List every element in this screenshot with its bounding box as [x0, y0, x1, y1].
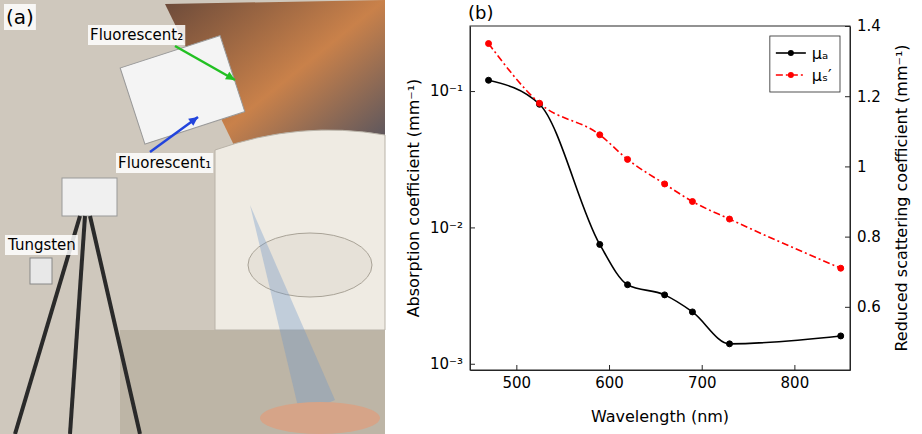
legend-box: [770, 36, 840, 92]
x-axis-title: Wavelength (nm): [591, 407, 729, 426]
series-marker: [662, 181, 668, 187]
tick: 700: [688, 365, 717, 392]
label-background: [5, 235, 78, 255]
y-axis: 10⁻³ 10⁻² 10⁻¹: [430, 27, 475, 374]
series-marker: [727, 341, 733, 347]
tick-label: 1.2: [857, 88, 881, 106]
tick-label: 10⁻³: [430, 355, 463, 373]
series-marker: [625, 282, 631, 288]
series-marker: [486, 77, 492, 83]
series-marker: [625, 156, 631, 162]
legend: μₐ μₛ′: [770, 36, 840, 92]
tick-label: 1.4: [857, 17, 881, 35]
tick: 1.2: [845, 88, 881, 106]
tick-label: 600: [595, 374, 624, 392]
tick-mark: [470, 364, 475, 365]
series-marker: [537, 100, 543, 106]
y2-axis-title: Reduced scattering coefficient (mm⁻¹): [892, 44, 911, 351]
tick: 500: [503, 365, 532, 392]
photo-label-group: Fluorescent₁: [116, 153, 213, 173]
label-background: [4, 4, 36, 30]
tick-label: 10⁻²: [430, 219, 463, 237]
camera-view-beam: [250, 205, 335, 415]
chart-panel: 500 600 700 800 10⁻³ 10⁻² 10⁻¹ 0.6 0.8 1 1.2 1.4 Wav…: [404, 2, 911, 426]
photo-label: Tungsten: [7, 236, 76, 254]
arrow-shaft: [150, 117, 198, 152]
series-marker: [727, 216, 733, 222]
series-marker: [838, 333, 844, 339]
legend-item: μₛ′: [776, 66, 832, 85]
legend-item: μₐ: [776, 44, 828, 63]
tick-mark: [845, 96, 850, 97]
series-marker: [597, 241, 603, 247]
tick-mark: [470, 91, 475, 92]
axis-line: [471, 370, 851, 371]
label-background: [88, 25, 185, 45]
label-background: [116, 153, 213, 173]
tungsten-lamp: [30, 258, 52, 284]
tick-label: 800: [781, 374, 810, 392]
tick: 0.8: [845, 228, 881, 246]
tick: 800: [781, 365, 810, 392]
phantom: [260, 402, 380, 434]
camera-lower: [62, 178, 117, 216]
series-marker: [689, 309, 695, 315]
legend-marker: [788, 50, 794, 56]
axis-line: [470, 27, 471, 371]
floor: [120, 330, 385, 434]
axis-line: [850, 27, 851, 371]
tick-label: 10⁻¹: [430, 82, 463, 100]
tick: 10⁻¹: [430, 82, 475, 100]
tick-mark: [609, 365, 610, 370]
figure: Fluorescent₂ Fluorescent₁ Tungsten (a) 500 60…: [0, 0, 922, 434]
legend-label: μₐ: [812, 44, 828, 63]
series-marker: [689, 199, 695, 205]
series-marker: [486, 41, 492, 47]
photo-label-group: Fluorescent₂: [88, 25, 185, 45]
series-line: [489, 80, 841, 344]
linac-gantry: [215, 130, 385, 330]
tick-mark: [845, 307, 850, 308]
tick: 1.4: [845, 17, 881, 35]
photo-label: Fluorescent₁: [118, 154, 211, 172]
series-marker: [597, 132, 603, 138]
tick-mark: [470, 227, 475, 228]
tick: 10⁻²: [430, 219, 475, 237]
photo-panel: Fluorescent₂ Fluorescent₁ Tungsten (a): [0, 0, 385, 434]
tick-label: 1: [857, 158, 867, 176]
photo-label: Fluorescent₂: [90, 26, 183, 44]
legend-marker: [788, 72, 794, 78]
arrow-head: [225, 72, 235, 80]
tick: 1: [845, 158, 867, 176]
tick-mark: [845, 166, 850, 167]
photo-background: [0, 0, 385, 434]
plot-frame: [470, 26, 850, 370]
tick: 0.6: [845, 298, 881, 316]
tick-label: 0.8: [857, 228, 881, 246]
tick-mark: [794, 365, 795, 370]
panel-label: (b): [468, 2, 493, 23]
y2-axis: 0.6 0.8 1 1.2 1.4: [845, 17, 881, 370]
tick-mark: [845, 237, 850, 238]
tick-mark: [702, 365, 703, 370]
photo-label-group: Tungsten: [5, 235, 78, 255]
photo-label-group: (a): [4, 4, 36, 30]
x-axis: 500 600 700 800: [471, 365, 851, 392]
arrow-shaft: [175, 46, 235, 80]
legend-label: μₛ′: [812, 66, 832, 85]
tick-mark: [845, 26, 850, 27]
y-axis-title: Absorption coefficient (mm⁻¹): [404, 79, 423, 318]
tick-label: 500: [503, 374, 532, 392]
tick: 10⁻³: [430, 355, 475, 373]
arrow-head: [188, 117, 198, 126]
tick-label: 700: [688, 374, 717, 392]
tick: 600: [595, 365, 624, 392]
photo-label: (a): [6, 5, 34, 29]
tick-label: 0.6: [857, 298, 881, 316]
tripod-leg: [90, 216, 140, 434]
tick-mark: [516, 365, 517, 370]
series-marker: [662, 292, 668, 298]
series-marker: [838, 265, 844, 271]
